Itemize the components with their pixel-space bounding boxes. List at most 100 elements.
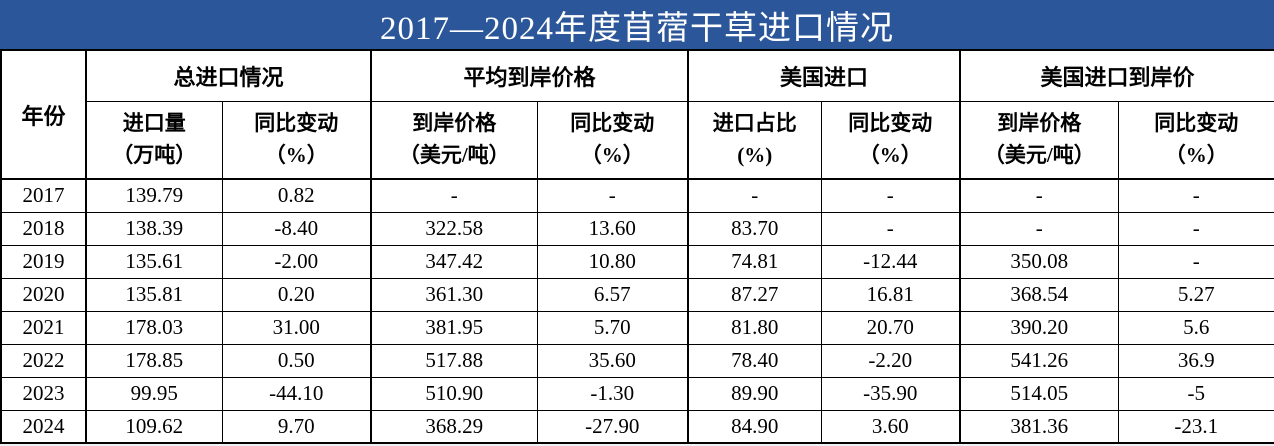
cell-value: 0.82 xyxy=(221,178,372,213)
cell-value: 36.9 xyxy=(1117,343,1274,378)
cell-year: 2024 xyxy=(0,409,87,444)
cell-value: - xyxy=(959,211,1119,246)
cell-value: 178.03 xyxy=(85,310,223,345)
header-group-row: 年份 总进口情况 平均到岸价格 美国进口 美国进口到岸价 xyxy=(0,49,1274,180)
cell-value: - xyxy=(1117,211,1274,246)
cell-value: 78.40 xyxy=(687,343,822,378)
cell-value: 10.80 xyxy=(536,244,689,279)
cell-value: 81.80 xyxy=(687,310,822,345)
cell-value: 84.90 xyxy=(687,409,822,444)
cell-value: 109.62 xyxy=(85,409,223,444)
cell-year: 2023 xyxy=(0,376,87,411)
cell-value: 13.60 xyxy=(536,211,689,246)
cell-value: - xyxy=(1117,178,1274,213)
cell-value: 31.00 xyxy=(221,310,372,345)
cell-year: 2018 xyxy=(0,211,87,246)
cell-value: 322.58 xyxy=(370,211,538,246)
cell-value: - xyxy=(536,178,689,213)
table-row: 2023 99.95 -44.10 510.90 -1.30 89.90 -35.90 514… xyxy=(0,376,1274,411)
cell-value: 350.08 xyxy=(959,244,1119,279)
cell-value: 368.54 xyxy=(959,277,1119,312)
cell-value: 381.95 xyxy=(370,310,538,345)
cell-value: 74.81 xyxy=(687,244,822,279)
cell-value: 514.05 xyxy=(959,376,1119,411)
cell-value: 5.27 xyxy=(1117,277,1274,312)
cell-value: - xyxy=(959,178,1119,213)
table-row: 2019 135.61 -2.00 347.42 10.80 74.81 -12.44 350… xyxy=(0,244,1274,279)
cell-value: - xyxy=(1117,244,1274,279)
cell-value: 16.81 xyxy=(820,277,961,312)
cell-value: 517.88 xyxy=(370,343,538,378)
cell-value: 35.60 xyxy=(536,343,689,378)
group-header-total-import: 总进口情况 xyxy=(84,49,372,102)
column-header-us-cif-price: 到岸价格 （美元/吨） xyxy=(959,100,1119,180)
column-header-total-yoy: 同比变动 （%） xyxy=(221,100,372,180)
cell-value: -44.10 xyxy=(221,376,372,411)
cell-value: 5.6 xyxy=(1117,310,1274,345)
cell-value: 178.85 xyxy=(85,343,223,378)
cell-value: -35.90 xyxy=(820,376,961,411)
cell-value: 135.81 xyxy=(85,277,223,312)
column-header-import-volume: 进口量 （万吨） xyxy=(85,100,223,180)
cell-value: 510.90 xyxy=(370,376,538,411)
cell-value: -27.90 xyxy=(536,409,689,444)
group-header-us-cif-price: 美国进口到岸价 xyxy=(959,49,1274,102)
cell-value: 3.60 xyxy=(820,409,961,444)
table-title: 2017—2024年度苜蓿干草进口情况 xyxy=(380,10,894,47)
cell-value: 87.27 xyxy=(687,277,822,312)
cell-value: - xyxy=(687,178,822,213)
cell-value: -1.30 xyxy=(536,376,689,411)
table-row: 2020 135.81 0.20 361.30 6.57 87.27 16.81 368.54… xyxy=(0,277,1274,312)
table-row: 2021 178.03 31.00 381.95 5.70 81.80 20.70 390.2… xyxy=(0,310,1274,345)
table-title-bar: 2017—2024年度苜蓿干草进口情况 xyxy=(0,0,1274,49)
cell-value: -2.00 xyxy=(221,244,372,279)
cell-value: 361.30 xyxy=(370,277,538,312)
cell-value: 0.50 xyxy=(221,343,372,378)
cell-value: 6.57 xyxy=(536,277,689,312)
column-header-cif-price: 到岸价格 （美元/吨） xyxy=(370,100,538,180)
cell-year: 2020 xyxy=(0,277,87,312)
cell-value: 89.90 xyxy=(687,376,822,411)
header-sub-row: 进口量 （万吨） 同比变动 （%） 到岸价格 （美元/吨） 同比变动 （%） 进… xyxy=(1,100,1274,180)
alfalfa-import-table: 年份 总进口情况 平均到岸价格 美国进口 美国进口到岸价 进口量 （万吨） 同比… xyxy=(0,49,1274,444)
table-body: 2017 139.79 0.82- - - - - -2018 138.39 -8.40 322.5… xyxy=(0,178,1274,444)
cell-value: - xyxy=(820,178,961,213)
cell-value: 541.26 xyxy=(959,343,1119,378)
table-header: 年份 总进口情况 平均到岸价格 美国进口 美国进口到岸价 进口量 （万吨） 同比… xyxy=(0,49,1274,180)
cell-value: 381.36 xyxy=(959,409,1119,444)
cell-value: -2.20 xyxy=(820,343,961,378)
footer-strip xyxy=(0,444,1274,446)
cell-year: 2021 xyxy=(0,310,87,345)
cell-value: 347.42 xyxy=(370,244,538,279)
table-row: 2022 178.85 0.50 517.88 35.60 78.40 -2.20 541.2… xyxy=(0,343,1274,378)
cell-value: 368.29 xyxy=(370,409,538,444)
cell-year: 2022 xyxy=(0,343,87,378)
cell-value: 135.61 xyxy=(85,244,223,279)
column-header-us-share: 进口占比 (%) xyxy=(687,100,822,180)
cell-value: - xyxy=(370,178,538,213)
group-header-avg-cif-price: 平均到岸价格 xyxy=(370,49,689,102)
cell-value: -8.40 xyxy=(221,211,372,246)
cell-value: 99.95 xyxy=(85,376,223,411)
column-header-us-yoy: 同比变动 （%） xyxy=(820,100,961,180)
cell-value: 20.70 xyxy=(820,310,961,345)
column-header-cif-yoy: 同比变动 （%） xyxy=(536,100,689,180)
cell-value: -12.44 xyxy=(820,244,961,279)
table-row: 2018 138.39 -8.40 322.58 13.60 83.70- - - xyxy=(0,211,1274,246)
cell-value: 9.70 xyxy=(221,409,372,444)
cell-value: - xyxy=(820,211,961,246)
cell-value: 83.70 xyxy=(687,211,822,246)
cell-value: 390.20 xyxy=(959,310,1119,345)
table-row: 2017 139.79 0.82- - - - - - xyxy=(0,178,1274,213)
cell-year: 2019 xyxy=(0,244,87,279)
cell-value: 0.20 xyxy=(221,277,372,312)
cell-year: 2017 xyxy=(0,178,87,213)
cell-value: -5 xyxy=(1117,376,1274,411)
cell-value: 138.39 xyxy=(85,211,223,246)
cell-value: 139.79 xyxy=(85,178,223,213)
column-header-us-cif-yoy: 同比变动 （%） xyxy=(1117,100,1274,180)
group-header-us-import: 美国进口 xyxy=(687,49,961,102)
column-header-year: 年份 xyxy=(0,49,87,180)
table-row: 2024 109.62 9.70 368.29 -27.90 84.90 3.60 381.3… xyxy=(0,409,1274,444)
